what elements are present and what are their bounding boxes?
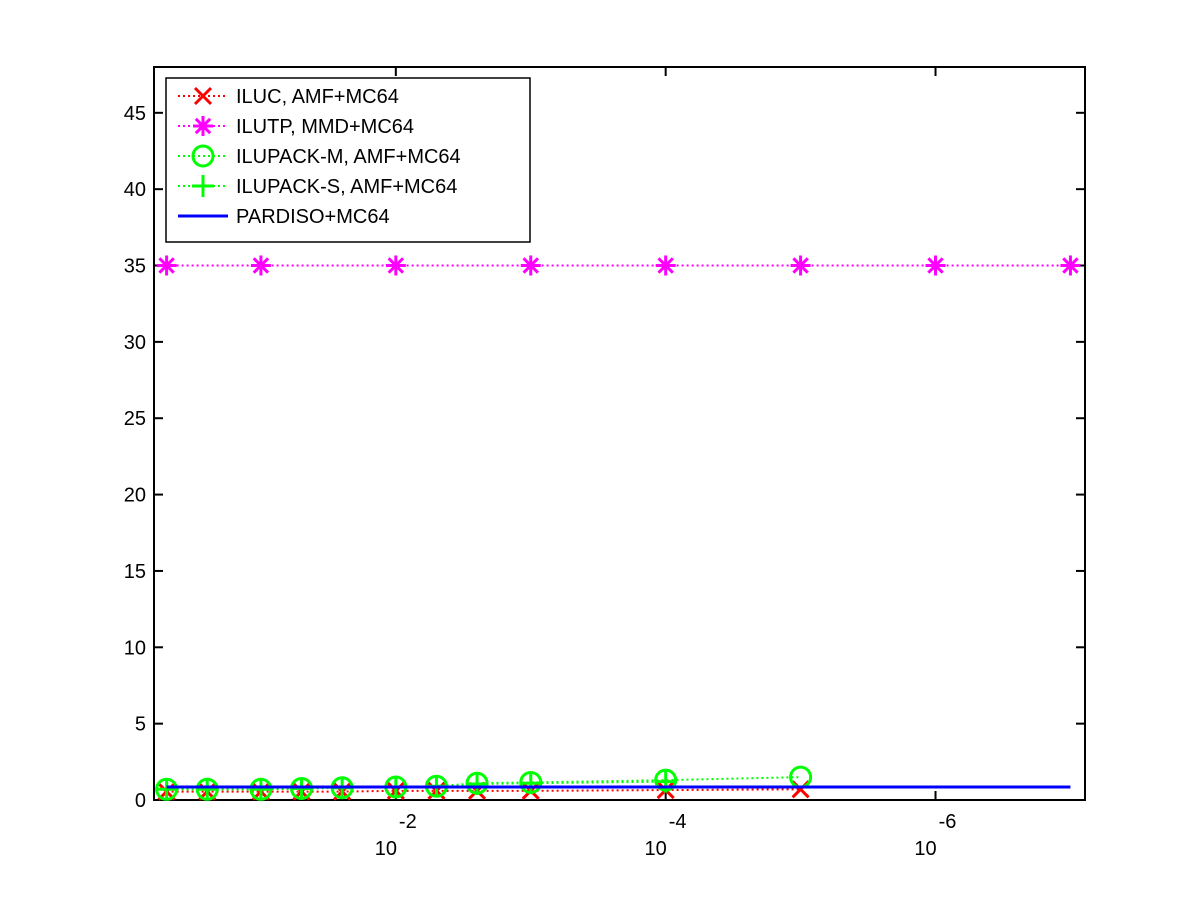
marker: [250, 255, 271, 276]
y-tick-label: 40: [124, 179, 146, 201]
marker: [155, 778, 178, 801]
legend-label: ILUC, AMF+MC64: [236, 86, 399, 108]
legend-label: ILUTP, MMD+MC64: [236, 116, 414, 138]
marker: [519, 772, 542, 795]
marker: [385, 255, 406, 276]
y-tick-label: 30: [124, 332, 146, 354]
marker: [156, 255, 177, 276]
legend-label: ILUPACK-S, AMF+MC64: [236, 176, 457, 198]
x-tick-label: 10: [645, 838, 667, 860]
y-tick-label: 5: [135, 714, 146, 736]
y-tick-label: 35: [124, 256, 146, 278]
marker: [1060, 255, 1081, 276]
y-tick-label: 15: [124, 561, 146, 583]
x-tick-exponent: -6: [939, 811, 957, 833]
series-line: [166, 788, 801, 793]
x-tick-label: 10: [914, 838, 936, 860]
marker: [193, 86, 213, 106]
y-tick-label: 10: [124, 637, 146, 659]
marker: [654, 770, 677, 793]
marker: [790, 255, 811, 276]
marker: [520, 255, 541, 276]
x-tick-label: 10: [375, 838, 397, 860]
marker: [249, 778, 272, 801]
marker: [466, 772, 489, 795]
marker: [193, 116, 213, 136]
legend-label: PARDISO+MC64: [236, 206, 390, 228]
marker: [925, 255, 946, 276]
x-tick-exponent: -2: [399, 811, 417, 833]
legend-label: ILUPACK-M, AMF+MC64: [236, 146, 461, 168]
marker: [196, 778, 219, 801]
y-tick-label: 45: [124, 103, 146, 125]
x-tick-exponent: -4: [669, 811, 687, 833]
marker: [655, 255, 676, 276]
y-tick-label: 0: [135, 790, 146, 812]
y-tick-label: 20: [124, 485, 146, 507]
legend: ILUC, AMF+MC64 ILUTP, MMD+MC64 ILUPACK-M, …: [165, 77, 531, 243]
marker: [290, 777, 313, 800]
marker: [192, 175, 214, 197]
plot-frame: [153, 66, 1086, 801]
y-tick-label: 25: [124, 408, 146, 430]
marker: [191, 144, 215, 168]
